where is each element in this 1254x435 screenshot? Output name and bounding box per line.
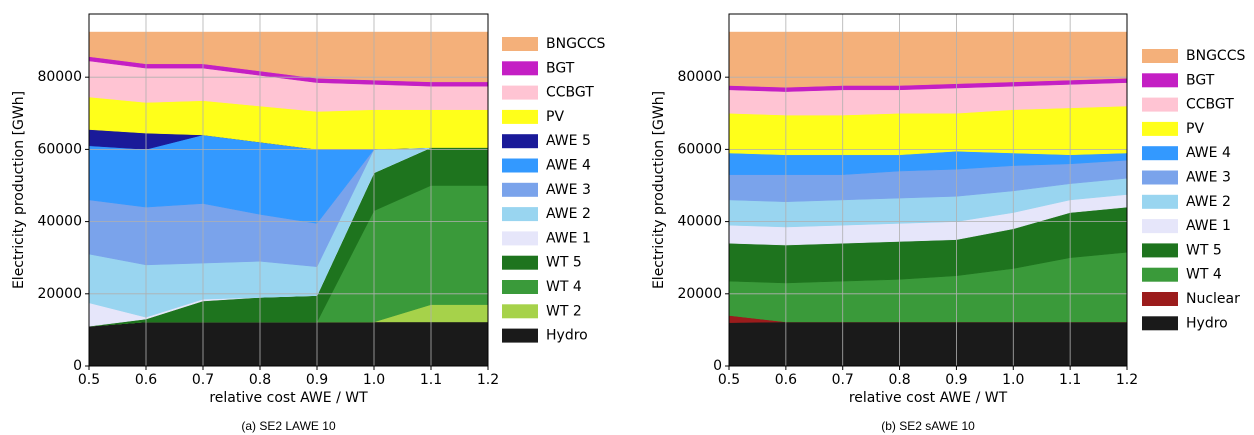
legend-swatch [502, 182, 538, 197]
legend-label: WT 4 [1186, 267, 1222, 283]
legend-swatch [502, 304, 538, 319]
legend-swatch [1142, 292, 1178, 306]
y-tick-label: 60000 [677, 141, 722, 157]
legend-swatch [502, 109, 538, 124]
legend-label: WT 4 [546, 279, 582, 295]
legend-label: Hydro [546, 328, 588, 344]
x-tick-label: 1.1 [420, 372, 442, 388]
x-tick-label: 1.1 [1059, 372, 1081, 388]
y-axis-label: Electricity production [GWh] [651, 91, 667, 289]
y-tick-label: 20000 [677, 286, 722, 302]
legend-label: PV [546, 109, 564, 125]
area [728, 321, 1128, 367]
y-tick-label: 80000 [677, 69, 722, 85]
legend-swatch [502, 328, 538, 343]
legend-swatch [1142, 267, 1178, 282]
caption: (b) SE2 sAWE 10 [881, 419, 975, 433]
x-tick-label: 0.5 [718, 372, 740, 388]
legend-swatch [1142, 121, 1178, 136]
y-tick-label: 0 [73, 358, 82, 374]
legend-swatch [502, 134, 538, 149]
legend-swatch [1142, 49, 1178, 63]
legend-label: Nuclear [1186, 291, 1240, 307]
legend-swatch [1142, 73, 1178, 88]
legend-swatch [1142, 97, 1178, 112]
legend-label: AWE 2 [1186, 194, 1231, 210]
legend-swatch [502, 158, 538, 173]
legend-swatch [502, 207, 538, 222]
legend-label: CCBGT [546, 85, 594, 101]
legend-label: AWE 4 [1186, 145, 1231, 161]
legend-label: BGT [1186, 72, 1215, 88]
x-tick-label: 1.0 [1002, 372, 1024, 388]
x-tick-label: 0.6 [135, 372, 157, 388]
y-tick-label: 0 [713, 358, 722, 374]
legend-swatch [1142, 194, 1178, 209]
legend-label: AWE 2 [546, 206, 591, 222]
caption: (a) SE2 LAWE 10 [241, 419, 336, 433]
x-tick-label: 1.2 [1116, 372, 1138, 388]
legend-label: WT 2 [546, 303, 582, 319]
legend-swatch [1142, 243, 1178, 258]
legend-swatch [502, 61, 538, 76]
legend-label: WT 5 [1186, 242, 1222, 258]
legend-swatch [502, 85, 538, 100]
legend-label: CCBGT [1186, 97, 1234, 113]
legend-label: BNGCCS [546, 36, 605, 52]
x-tick-label: 0.9 [306, 372, 328, 388]
legend-swatch [1142, 146, 1178, 161]
x-tick-label: 0.9 [945, 372, 967, 388]
legend-swatch [1142, 170, 1178, 185]
legend-swatch [1142, 219, 1178, 234]
legend-label: AWE 1 [546, 230, 591, 246]
area [88, 321, 489, 367]
legend-swatch [1142, 316, 1178, 331]
plot-frame [88, 13, 489, 367]
x-axis-label: relative cost AWE / WT [849, 390, 1008, 406]
legend-label: AWE 3 [546, 182, 591, 198]
x-tick-label: 0.8 [888, 372, 910, 388]
legend-label: PV [1186, 121, 1204, 137]
legend-label: AWE 1 [1186, 218, 1231, 234]
x-tick-label: 0.5 [78, 372, 100, 388]
x-tick-label: 1.0 [363, 372, 385, 388]
legend-swatch [502, 37, 538, 51]
x-axis-label: relative cost AWE / WT [209, 390, 368, 406]
area [728, 31, 1128, 88]
legend-label: WT 5 [546, 255, 582, 271]
x-tick-label: 0.7 [192, 372, 214, 388]
x-tick-label: 1.2 [477, 372, 499, 388]
legend-label: Hydro [1186, 315, 1228, 331]
legend-label: AWE 4 [546, 158, 591, 174]
legend-swatch [502, 231, 538, 246]
x-tick-label: 0.8 [249, 372, 271, 388]
x-tick-label: 0.7 [832, 372, 854, 388]
legend-label: AWE 5 [546, 133, 591, 149]
y-tick-label: 40000 [677, 214, 722, 230]
plot-frame [728, 13, 1128, 367]
y-tick-label: 80000 [37, 69, 82, 85]
y-tick-label: 40000 [37, 214, 82, 230]
y-tick-label: 20000 [37, 286, 82, 302]
legend-swatch [502, 255, 538, 270]
x-tick-label: 0.6 [775, 372, 797, 388]
y-tick-label: 60000 [37, 141, 82, 157]
legend-swatch [502, 280, 538, 294]
legend-label: BGT [546, 60, 575, 76]
legend-label: BNGCCS [1186, 48, 1245, 64]
y-axis-label: Electricity production [GWh] [11, 91, 27, 289]
legend-label: AWE 3 [1186, 170, 1231, 186]
